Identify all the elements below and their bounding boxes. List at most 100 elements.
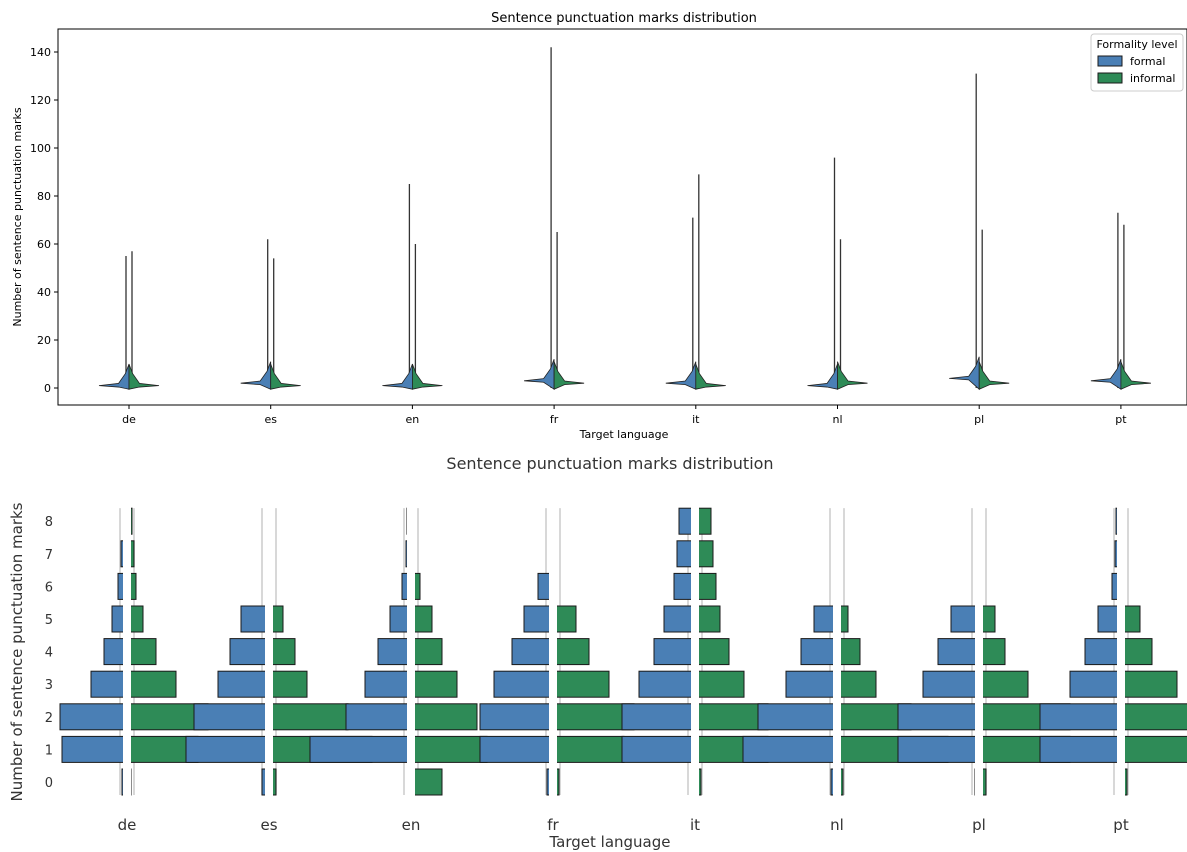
bottom-y-tick-label: 2 xyxy=(45,711,53,726)
bar-formal-nl-3 xyxy=(785,670,837,698)
top-x-tick-label: it xyxy=(692,413,700,426)
violin-formal-pt xyxy=(1090,359,1122,390)
bottom-chart-x-axis-label: Target language xyxy=(548,833,670,851)
bottom-y-tick-label: 6 xyxy=(45,580,53,595)
bottom-x-tick-label: de xyxy=(118,816,137,834)
bar-informal-pt-3 xyxy=(1121,670,1178,698)
bar-informal-pt-4 xyxy=(1121,638,1153,666)
bottom-x-tick-label: fr xyxy=(547,816,559,834)
violin-informal-fr xyxy=(553,361,585,390)
top-chart-title: Sentence punctuation marks distribution xyxy=(491,11,757,26)
legend-swatch-formal xyxy=(1097,55,1123,67)
bar-informal-en-1 xyxy=(411,735,488,763)
bar-formal-fr-2 xyxy=(479,703,553,731)
bar-informal-nl-3 xyxy=(837,670,877,698)
bottom-chart-title: Sentence punctuation marks distribution xyxy=(446,454,773,473)
bar-informal-pt-1 xyxy=(1121,735,1187,763)
bar-informal-fr-1 xyxy=(553,735,625,763)
bar-informal-de-4 xyxy=(127,638,157,666)
legend: Formality level formal informal xyxy=(1090,33,1184,92)
top-x-tick-label: de xyxy=(122,413,136,426)
bottom-y-tick-label: 5 xyxy=(45,613,53,628)
bar-informal-it-5 xyxy=(695,605,721,633)
top-x-tick-label: es xyxy=(264,413,277,426)
legend-title: Formality level xyxy=(1096,38,1177,51)
bottom-x-tick-label: pl xyxy=(972,816,986,834)
violin-informal-en xyxy=(411,363,443,390)
violin-informal-de xyxy=(128,363,160,390)
bar-formal-es-2 xyxy=(193,703,269,731)
top-x-tick-label: pt xyxy=(1115,413,1127,426)
bottom-x-tick-label: nl xyxy=(830,816,844,834)
top-x-tick-label: fr xyxy=(550,413,559,426)
bar-informal-en-4 xyxy=(411,638,443,666)
bar-informal-fr-2 xyxy=(553,703,635,731)
bar-informal-nl-4 xyxy=(837,638,861,666)
bar-center-gap-it xyxy=(691,504,699,799)
top-chart-plot-frame xyxy=(57,28,1187,406)
violin-informal-nl xyxy=(837,361,868,390)
bar-formal-es-5 xyxy=(240,605,269,633)
violin-informal-pl xyxy=(978,361,1010,390)
bottom-x-tick-label: it xyxy=(690,816,700,834)
violin-formal-de xyxy=(98,363,130,390)
bar-formal-nl-4 xyxy=(800,638,837,666)
bar-formal-it-4 xyxy=(653,638,695,666)
legend-label-formal: formal xyxy=(1130,55,1165,68)
bottom-x-tick-label: en xyxy=(402,816,421,834)
bar-formal-es-4 xyxy=(229,638,269,666)
bar-informal-en-0 xyxy=(411,768,443,796)
violin-formal-pl xyxy=(949,356,980,391)
legend-swatch-informal xyxy=(1097,72,1123,84)
top-x-tick-label: pl xyxy=(974,413,984,426)
bottom-y-tick-label: 8 xyxy=(45,515,53,530)
bar-formal-es-3 xyxy=(217,670,269,698)
bar-formal-de-1 xyxy=(61,735,127,763)
bar-formal-pt-2 xyxy=(1039,703,1121,731)
top-y-tick-label: 120 xyxy=(30,94,51,107)
violin-informal-it xyxy=(695,363,726,390)
bar-formal-pl-1 xyxy=(897,735,979,763)
bar-informal-pl-4 xyxy=(979,638,1006,666)
bar-formal-pl-2 xyxy=(897,703,979,731)
top-chart-x-axis-label: Target language xyxy=(579,428,669,441)
top-y-tick-label: 140 xyxy=(30,46,51,59)
bar-informal-fr-3 xyxy=(553,670,610,698)
bar-formal-de-3 xyxy=(90,670,127,698)
bottom-chart-y-axis-label: Number of sentence punctuation marks xyxy=(8,502,26,801)
bar-formal-fr-3 xyxy=(493,670,553,698)
bar-formal-pl-4 xyxy=(937,638,979,666)
bar-formal-de-4 xyxy=(103,638,127,666)
bar-formal-fr-1 xyxy=(479,735,553,763)
bar-informal-it-4 xyxy=(695,638,730,666)
bar-formal-pt-4 xyxy=(1084,638,1121,666)
bar-formal-pt-1 xyxy=(1039,735,1121,763)
bar-center-gap-de xyxy=(123,504,131,799)
violin-formal-fr xyxy=(524,359,555,390)
bottom-y-tick-label: 1 xyxy=(45,743,53,758)
bar-informal-pl-3 xyxy=(979,670,1029,698)
violin-informal-pt xyxy=(1120,361,1151,390)
bar-formal-it-3 xyxy=(638,670,695,698)
top-chart-y-axis-label: Number of sentence punctuation marks xyxy=(11,107,24,327)
bar-informal-es-3 xyxy=(269,670,308,698)
bar-informal-fr-4 xyxy=(553,638,590,666)
top-x-tick-label: en xyxy=(406,413,420,426)
bar-formal-pt-3 xyxy=(1069,670,1121,698)
bar-formal-fr-4 xyxy=(511,638,553,666)
violin-formal-nl xyxy=(807,363,838,390)
top-y-tick-label: 0 xyxy=(44,382,51,395)
top-x-tick-label: nl xyxy=(832,413,842,426)
bottom-y-tick-label: 7 xyxy=(45,548,53,563)
bar-informal-es-2 xyxy=(269,703,349,731)
bar-informal-en-3 xyxy=(411,670,458,698)
bar-center-gap-pt xyxy=(1117,504,1125,799)
bar-formal-fr-5 xyxy=(523,605,553,633)
bar-center-gap-fr xyxy=(549,504,557,799)
top-y-tick-label: 40 xyxy=(37,286,51,299)
violin-formal-en xyxy=(382,363,413,390)
legend-label-informal: informal xyxy=(1130,72,1175,85)
bar-formal-en-1 xyxy=(309,735,411,763)
bar-formal-it-1 xyxy=(621,735,695,763)
